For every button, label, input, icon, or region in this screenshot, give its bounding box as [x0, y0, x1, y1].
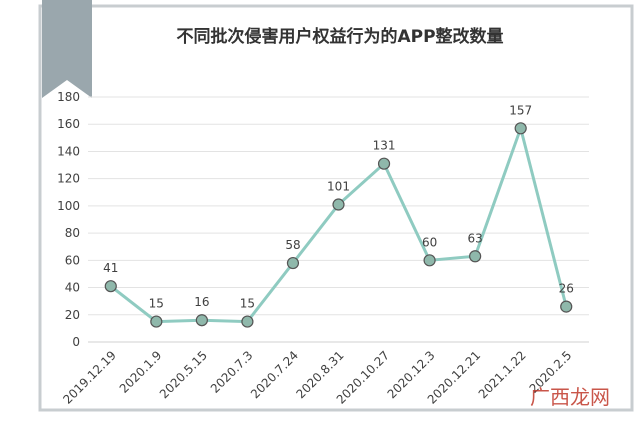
point — [377, 157, 391, 170]
point — [514, 122, 527, 135]
point — [286, 256, 300, 270]
data-label: 101 — [327, 180, 350, 194]
data-label: 26 — [559, 282, 574, 296]
data-label: 15 — [149, 297, 164, 311]
point — [469, 250, 482, 263]
y-tick-label: 140 — [57, 144, 80, 158]
point — [560, 300, 573, 313]
y-tick-label: 40 — [65, 281, 80, 295]
data-label: 60 — [422, 235, 437, 249]
data-label: 131 — [373, 139, 396, 153]
y-tick-label: 120 — [57, 172, 80, 186]
point — [241, 315, 254, 328]
point — [104, 280, 117, 293]
point — [195, 314, 208, 327]
bookmark-ribbon — [42, 0, 92, 98]
data-label: 63 — [467, 231, 482, 245]
y-tick-label: 60 — [65, 253, 80, 267]
point — [150, 315, 163, 328]
point — [332, 198, 345, 211]
y-tick-label: 180 — [57, 90, 80, 104]
y-tick-label: 160 — [57, 117, 80, 131]
y-tick-label: 100 — [57, 199, 80, 213]
watermark: 广西龙网 — [530, 385, 610, 409]
y-tick-label: 20 — [65, 308, 80, 322]
data-label: 41 — [103, 261, 118, 275]
data-label: 16 — [194, 295, 209, 309]
chart-title: 不同批次侵害用户权益行为的APP整改数量 — [176, 26, 503, 47]
data-label: 15 — [240, 297, 255, 311]
data-label: 58 — [285, 238, 300, 252]
y-tick-label: 0 — [72, 335, 80, 349]
point — [423, 254, 436, 267]
data-label: 157 — [509, 103, 532, 117]
y-tick-label: 80 — [65, 226, 80, 240]
